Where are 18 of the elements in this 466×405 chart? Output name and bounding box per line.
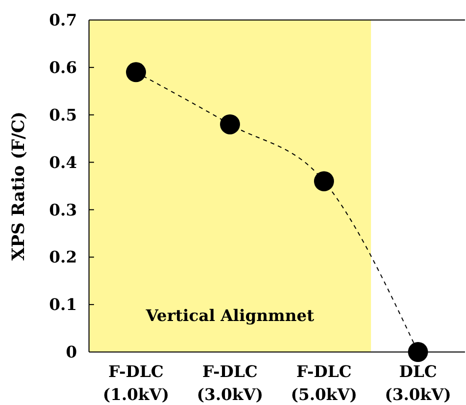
y-tick-label: 0 — [66, 342, 77, 362]
y-tick-label: 0.6 — [49, 58, 77, 78]
y-tick-label: 0.4 — [49, 152, 77, 172]
y-tick-label: 0.7 — [49, 10, 77, 30]
x-tick-label: F-DLC (5.0kV) — [290, 362, 358, 404]
y-tick-label: 0.3 — [49, 200, 77, 220]
point — [314, 171, 334, 192]
y-axis-title: XPS Ratio (F/C) — [9, 111, 29, 261]
band-label: Vertical Alignmnet — [144, 306, 315, 326]
x-tick-label: F-DLC (1.0kV) — [102, 362, 170, 404]
x-tick-label: F-DLC (3.0kV) — [196, 362, 264, 404]
y-tick-label: 0.5 — [49, 105, 77, 124]
point — [408, 342, 428, 362]
y-tick-label: 0.1 — [49, 295, 77, 314]
x-tick-label: DLC (3.0kV) — [384, 362, 452, 404]
point — [126, 62, 146, 82]
point — [220, 114, 240, 134]
y-tick-label: 0.2 — [49, 248, 77, 267]
